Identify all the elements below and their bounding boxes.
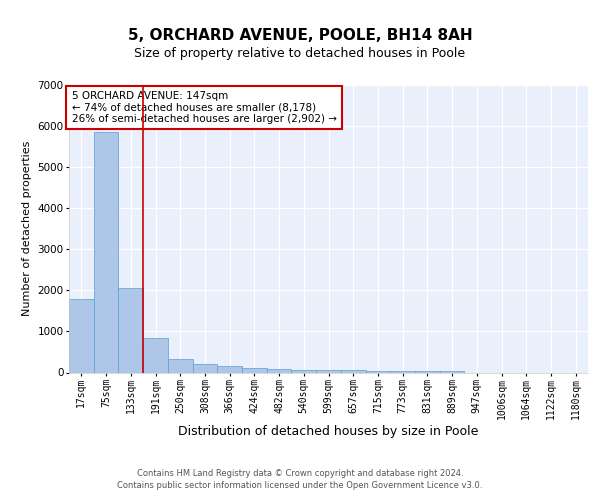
Text: 5 ORCHARD AVENUE: 147sqm
← 74% of detached houses are smaller (8,178)
26% of sem: 5 ORCHARD AVENUE: 147sqm ← 74% of detach… [71, 91, 337, 124]
Bar [143, 338, 168, 372]
Bar [94, 132, 118, 372]
Y-axis label: Number of detached properties: Number of detached properties [22, 141, 32, 316]
Text: Contains public sector information licensed under the Open Government Licence v3: Contains public sector information licen… [118, 481, 482, 490]
X-axis label: Distribution of detached houses by size in Poole: Distribution of detached houses by size … [178, 424, 479, 438]
Text: Contains HM Land Registry data © Crown copyright and database right 2024.: Contains HM Land Registry data © Crown c… [137, 468, 463, 477]
Bar [193, 364, 217, 372]
Bar [168, 358, 193, 372]
Bar [292, 370, 316, 372]
Bar [415, 371, 440, 372]
Bar [69, 300, 94, 372]
Bar [390, 371, 415, 372]
Text: Size of property relative to detached houses in Poole: Size of property relative to detached ho… [134, 47, 466, 60]
Bar [341, 370, 365, 372]
Bar [242, 368, 267, 372]
Bar [217, 366, 242, 372]
Bar [316, 370, 341, 372]
Text: 5, ORCHARD AVENUE, POOLE, BH14 8AH: 5, ORCHARD AVENUE, POOLE, BH14 8AH [128, 28, 472, 42]
Bar [118, 288, 143, 372]
Bar [365, 370, 390, 372]
Bar [267, 369, 292, 372]
